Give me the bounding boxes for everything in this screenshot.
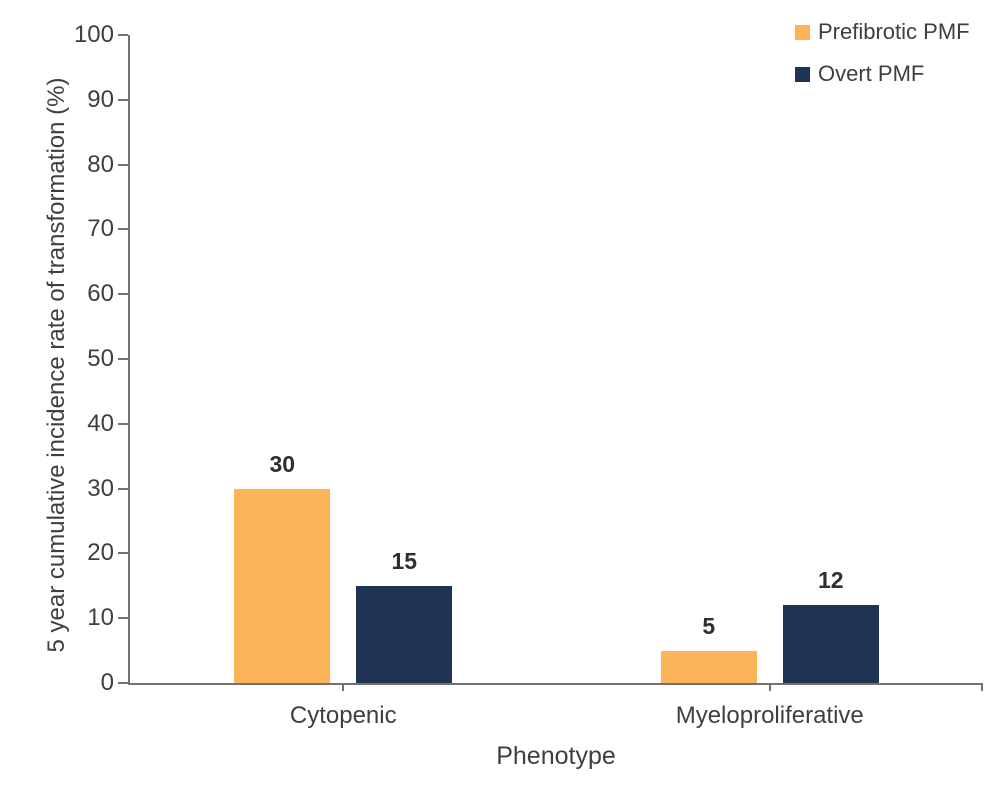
bar-prefibrotic-pmf-cytopenic — [234, 488, 331, 683]
y-tick — [118, 682, 128, 684]
y-tick-label: 30 — [87, 474, 114, 502]
y-tick — [118, 487, 128, 490]
y-tick — [118, 552, 128, 555]
y-axis-line — [128, 35, 130, 685]
y-tick-label: 100 — [73, 21, 114, 48]
y-tick-label: 80 — [87, 150, 114, 178]
y-tick-label: 0 — [100, 669, 114, 696]
y-tick-label: 50 — [87, 345, 114, 372]
bar-overt-pmf-myeloproliferative — [782, 605, 879, 683]
legend-swatch-icon — [795, 66, 810, 82]
x-axis-title: Phenotype — [496, 742, 616, 770]
x-axis-end-tick — [981, 683, 983, 691]
y-tick — [118, 358, 128, 360]
y-tick — [118, 422, 128, 425]
bar-value-label: 15 — [391, 547, 418, 574]
legend-label: Overt PMF — [818, 61, 925, 86]
bar-value-label: 30 — [269, 450, 296, 477]
legend-item: Prefibrotic PMF — [795, 21, 970, 43]
legend-swatch-icon — [795, 24, 810, 40]
y-tick-label: 90 — [87, 85, 114, 113]
y-tick — [118, 34, 128, 36]
y-tick-label: 20 — [87, 539, 114, 567]
y-tick-label: 70 — [87, 215, 114, 243]
x-tick-label: Myeloproliferative — [675, 702, 864, 729]
x-tick — [768, 683, 771, 691]
y-tick — [118, 617, 128, 620]
bar-value-label: 5 — [702, 612, 716, 639]
bar-overt-pmf-cytopenic — [356, 585, 453, 683]
bar-value-label: 12 — [817, 567, 844, 594]
y-tick-label: 40 — [87, 409, 114, 437]
x-tick-label: Cytopenic — [289, 702, 397, 729]
legend-label: Prefibrotic PMF — [818, 19, 970, 44]
y-tick-label: 60 — [87, 280, 114, 308]
y-tick-label: 10 — [87, 604, 114, 632]
y-tick — [118, 163, 128, 166]
y-tick — [118, 293, 128, 296]
y-tick — [118, 98, 128, 101]
bar-prefibrotic-pmf-myeloproliferative — [660, 650, 757, 683]
y-tick — [118, 228, 128, 231]
legend: Prefibrotic PMF Overt PMF — [795, 21, 970, 85]
x-tick — [342, 683, 345, 691]
x-axis-line — [128, 683, 983, 685]
legend-item: Overt PMF — [795, 63, 970, 85]
